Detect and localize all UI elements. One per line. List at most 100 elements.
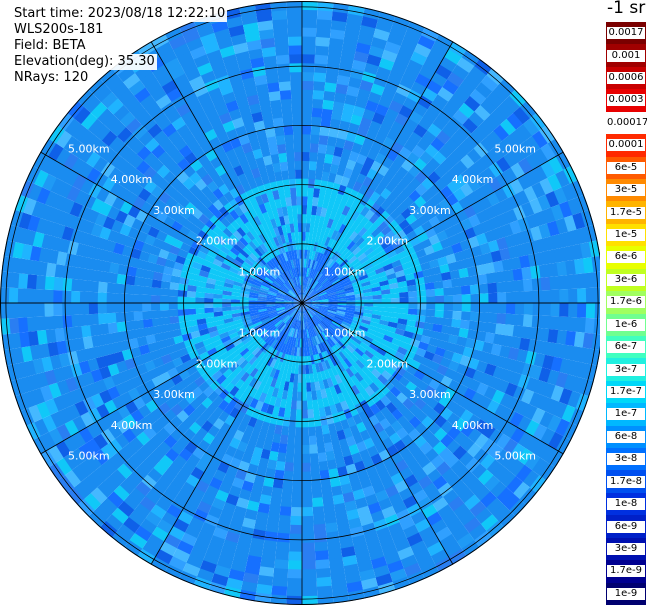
ppi-cell — [113, 104, 130, 121]
ppi-cell — [381, 289, 391, 295]
ppi-cell — [129, 451, 145, 467]
ppi-cell — [291, 391, 298, 402]
ppi-cell — [173, 137, 188, 152]
ppi-cell — [286, 444, 295, 455]
ppi-cell — [267, 290, 278, 295]
ppi-cell — [116, 405, 131, 420]
ppi-cell — [150, 303, 161, 311]
ppi-cell — [222, 258, 233, 267]
ppi-cell — [240, 432, 252, 445]
ppi-cell — [283, 381, 290, 392]
ppi-cell — [291, 498, 302, 508]
ppi-cell — [260, 254, 269, 264]
ppi-cell — [117, 264, 129, 276]
ppi-cell — [408, 461, 423, 475]
ppi-cell — [304, 249, 308, 259]
ppi-cell — [179, 353, 192, 364]
ppi-cell — [352, 283, 363, 290]
ppi-cell — [340, 48, 356, 60]
ppi-cell — [238, 359, 249, 370]
ppi-cell — [239, 249, 250, 259]
ppi-cell — [34, 289, 45, 303]
ppi-cell — [229, 209, 240, 221]
ppi-cell — [61, 303, 72, 316]
ppi-cell — [315, 389, 323, 401]
ppi-cell — [486, 322, 497, 334]
ppi-cell — [474, 157, 490, 173]
ppi-cell — [88, 313, 99, 326]
ppi-cell — [261, 548, 276, 560]
ppi-cell — [359, 569, 376, 582]
ppi-cell — [355, 392, 366, 404]
ppi-cell — [248, 297, 258, 301]
ppi-cell — [412, 353, 425, 364]
ppi-cell — [252, 379, 262, 391]
ppi-cell — [290, 249, 296, 260]
range-ring-label: 1.00km — [324, 265, 366, 278]
colorbar-tick-label: 1e-5 — [607, 229, 645, 242]
ppi-cell — [47, 445, 64, 463]
ppi-cell — [282, 116, 293, 127]
ppi-cell — [359, 477, 373, 490]
ppi-cell — [363, 295, 374, 300]
ppi-cell — [456, 466, 472, 482]
ppi-cell — [302, 89, 314, 99]
ppi-cell — [465, 338, 477, 350]
ppi-cell — [297, 222, 302, 232]
ppi-cell — [348, 271, 358, 279]
ppi-cell — [337, 256, 347, 266]
ppi-cell — [32, 231, 45, 248]
ppi-cell — [186, 230, 198, 241]
ppi-cell — [248, 291, 259, 297]
ppi-cell — [70, 290, 81, 303]
ppi-cell — [49, 177, 65, 195]
ppi-cell — [337, 466, 349, 478]
ppi-cell — [550, 303, 561, 317]
ppi-cell — [177, 296, 187, 303]
ppi-cell — [220, 262, 231, 271]
range-ring-label: 4.00km — [111, 173, 153, 186]
ppi-cell — [373, 216, 385, 228]
ppi-cell — [575, 273, 587, 289]
ppi-cell — [77, 499, 95, 517]
ppi-cell — [70, 278, 82, 292]
ppi-cell — [295, 311, 300, 321]
ppi-cell — [352, 316, 363, 323]
ppi-cell — [259, 286, 269, 292]
ppi-cell — [70, 431, 86, 449]
ppi-cell — [20, 243, 33, 260]
ppi-cell — [302, 418, 309, 428]
ppi-cell — [333, 355, 341, 366]
ppi-cell — [255, 325, 265, 333]
ppi-cell — [322, 198, 330, 209]
ppi-cell — [316, 18, 332, 30]
ppi-cell — [523, 404, 538, 421]
ppi-cell — [435, 303, 445, 311]
ppi-cell — [132, 294, 143, 303]
ppi-cell — [182, 359, 195, 370]
ppi-cell — [255, 466, 267, 478]
ppi-cell — [280, 314, 289, 322]
ppi-cell — [530, 265, 542, 279]
ppi-cell — [265, 346, 273, 356]
ppi-cell — [64, 253, 77, 267]
ppi-cell — [355, 41, 372, 55]
ppi-cell — [469, 311, 480, 322]
ppi-cell — [144, 453, 160, 469]
ppi-cell — [256, 245, 266, 255]
ppi-cell — [121, 349, 133, 361]
ppi-cell — [267, 325, 276, 334]
ppi-cell — [288, 250, 293, 261]
ppi-cell — [545, 249, 557, 265]
ppi-cell — [409, 359, 422, 370]
ppi-cell — [288, 382, 294, 392]
ppi-cell — [567, 274, 578, 290]
ppi-cell — [218, 331, 229, 340]
ppi-cell — [550, 356, 564, 373]
ppi-cell — [302, 444, 310, 455]
range-ring-label: 5.00km — [494, 450, 536, 463]
ppi-cell — [280, 497, 292, 508]
ppi-cell — [219, 216, 231, 228]
ppi-cell — [172, 73, 190, 88]
ppi-cell — [27, 183, 43, 202]
